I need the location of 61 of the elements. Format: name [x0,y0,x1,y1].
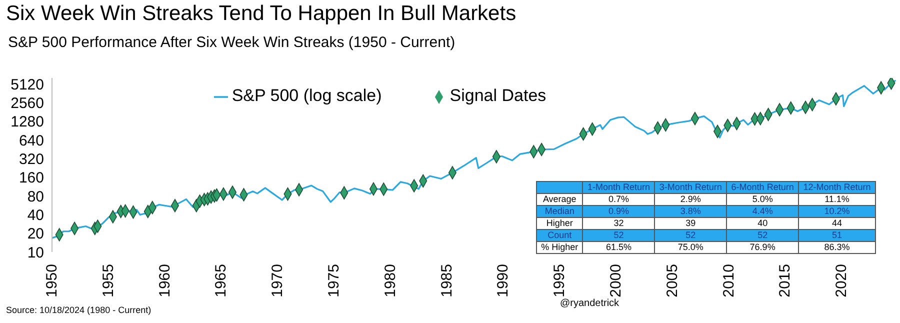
category-label: Median [544,206,574,216]
category-label: Count [548,230,572,240]
category-label: Average [542,194,576,204]
text: 11.1% [824,194,850,204]
category-label: 6-Month Return [726,182,799,194]
x-tick-label: 1960 [156,264,174,298]
legend-label: Signal Dates [450,86,546,105]
text: 32 [614,218,624,228]
text: 52 [614,230,624,240]
x-tick-label: 1975 [326,264,342,298]
category-label: 1-Month Return [582,182,655,194]
y-tick-label: 5120 [10,76,44,94]
legend-label: S&P 500 (log scale) [232,86,382,105]
text: 86.3% [824,242,850,252]
y-tick-label: 640 [18,132,44,150]
x-tick-label: 2010 [720,264,738,298]
text: 5.0% [752,194,773,204]
y-tick-label: 40 [27,206,44,224]
chart-subtitle: S&P 500 Performance After Six Week Win Streaks (1950 - Current) [8,34,456,51]
text: 52 [686,230,696,240]
text: 76.9% [750,242,776,252]
category-label: 3-Month Return [654,182,727,194]
y-tick-label: 1280 [10,114,44,131]
y-tick-label: 10 [27,244,44,262]
text: 51 [832,230,842,240]
text: 10.2% [824,206,850,216]
text: 52 [758,230,768,240]
chart-title: Six Week Win Streaks Tend To Happen In Bull Markets [6,2,516,26]
source-note: Source: 10/18/2024 (1980 - Current) [6,305,152,315]
text: 61.5% [606,242,632,252]
x-tick-label: 1965 [212,264,230,298]
point [887,78,896,90]
x-tick-label: 2005 [664,264,681,298]
category-label: Higher [546,218,573,228]
text: 4.4% [752,206,773,216]
x-tick-label: 1990 [494,264,512,298]
text: @ryandetrick [560,298,620,309]
text: 39 [686,218,696,228]
x-tick-label: 1985 [438,264,456,298]
x-tick-label: 1955 [100,264,117,298]
x-tick-label: 2015 [776,264,794,298]
text: 40 [758,218,768,228]
y-tick-label: 80 [27,188,44,206]
x-tick-label: 1980 [382,264,399,298]
category-label: % Higher [541,242,578,252]
y-tick-label: 20 [27,226,44,243]
category-label: 12-Month Return [798,182,876,194]
x-tick-label: 2000 [608,264,624,298]
x-tick-label: 1995 [551,264,568,298]
text: 75.0% [678,242,704,252]
y-tick-label: 320 [18,150,44,168]
x-tick-label: 1970 [269,264,286,298]
x-tick-label: 2020 [833,264,850,298]
y-tick-label: 160 [18,170,44,187]
y-tick-label: 2560 [10,95,44,112]
text: 0.9% [608,206,629,216]
text: 0.7% [608,194,629,204]
text: 2.9% [680,194,701,204]
x-tick-label: 1950 [44,264,60,298]
text: 3.8% [680,206,701,216]
text: 44 [832,218,842,228]
